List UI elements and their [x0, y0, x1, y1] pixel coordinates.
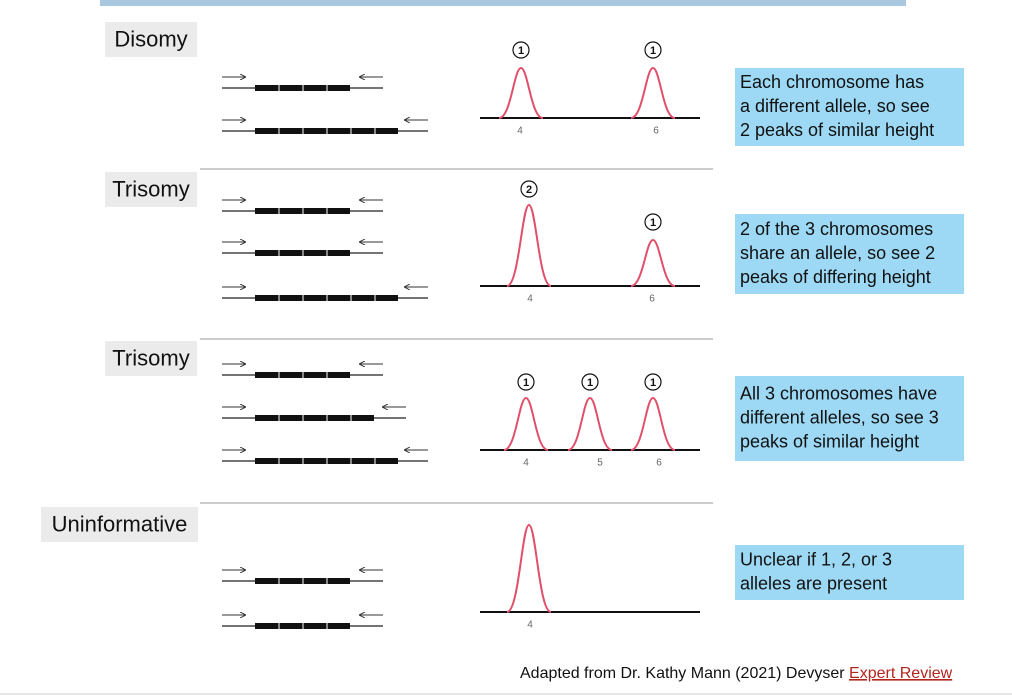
- allele-count: 1: [523, 377, 529, 389]
- peak: [567, 396, 613, 451]
- count-circle: [517, 373, 535, 391]
- chromosome: [222, 200, 383, 214]
- description-box: [735, 214, 964, 294]
- allele-size: 4: [527, 620, 533, 631]
- peak: [506, 523, 552, 613]
- chromosome: [222, 615, 383, 629]
- description-box: [735, 545, 964, 600]
- allele-size: 4: [523, 458, 529, 469]
- description: share an allele, so see 2: [740, 243, 935, 263]
- row-label: Uninformative: [52, 511, 188, 536]
- repeat-block: [255, 415, 374, 421]
- row-label: Trisomy: [112, 345, 189, 370]
- description: 2 peaks of similar height: [740, 120, 934, 140]
- citation-text: Adapted from Dr. Kathy Mann (2021) Devys…: [520, 665, 845, 682]
- count-circle: [512, 41, 530, 59]
- allele-size: 6: [653, 126, 659, 137]
- description: alleles are present: [740, 573, 887, 593]
- peak: [630, 238, 676, 287]
- peak: [503, 396, 549, 451]
- description-box: [735, 68, 964, 146]
- allele-size: 4: [527, 294, 533, 305]
- allele-size: 4: [517, 126, 523, 137]
- chromosome: [222, 77, 383, 91]
- description: 2 of the 3 chromosomes: [740, 219, 933, 239]
- chromosome: [222, 287, 428, 301]
- chromosome: [222, 407, 406, 421]
- allele-count: 1: [650, 377, 656, 389]
- row-label-box: [41, 507, 198, 542]
- row-label-box: [105, 341, 197, 376]
- allele-count: 1: [518, 45, 524, 57]
- description: Each chromosome has: [740, 72, 924, 92]
- allele-count: 1: [587, 377, 593, 389]
- count-circle: [644, 213, 662, 231]
- description: peaks of similar height: [740, 431, 919, 451]
- title-bar: [100, 0, 906, 6]
- allele-count: 2: [526, 184, 532, 196]
- description: a different allele, so see: [740, 96, 930, 116]
- citation-link[interactable]: Expert Review: [849, 665, 953, 682]
- row-label: Trisomy: [112, 176, 189, 201]
- peak: [630, 396, 676, 451]
- allele-size: 6: [656, 458, 662, 469]
- chromosome: [222, 242, 383, 256]
- footer-citation: Adapted from Dr. Kathy Mann (2021) Devys…: [520, 665, 953, 682]
- description: Unclear if 1, 2, or 3: [740, 549, 892, 569]
- allele-size: 6: [649, 294, 655, 305]
- count-circle: [520, 180, 538, 198]
- count-circle: [581, 373, 599, 391]
- count-circle: [644, 41, 662, 59]
- allele-size: 5: [597, 458, 603, 469]
- chromosome: [222, 120, 428, 134]
- count-circle: [644, 373, 662, 391]
- row-label: Disomy: [114, 26, 187, 51]
- description: peaks of differing height: [740, 267, 931, 287]
- row-label-box: [105, 172, 197, 207]
- peak: [630, 66, 676, 119]
- row-label-box: [105, 22, 197, 57]
- peak: [506, 203, 552, 287]
- allele-count: 1: [650, 45, 656, 57]
- chromosome: [222, 450, 428, 464]
- description: different alleles, so see 3: [740, 407, 939, 427]
- peak: [498, 66, 544, 119]
- chromosome: [222, 570, 383, 584]
- chromosome: [222, 364, 383, 378]
- description-box: [735, 376, 964, 461]
- allele-count: 1: [650, 217, 656, 229]
- description: All 3 chromosomes have: [740, 383, 937, 403]
